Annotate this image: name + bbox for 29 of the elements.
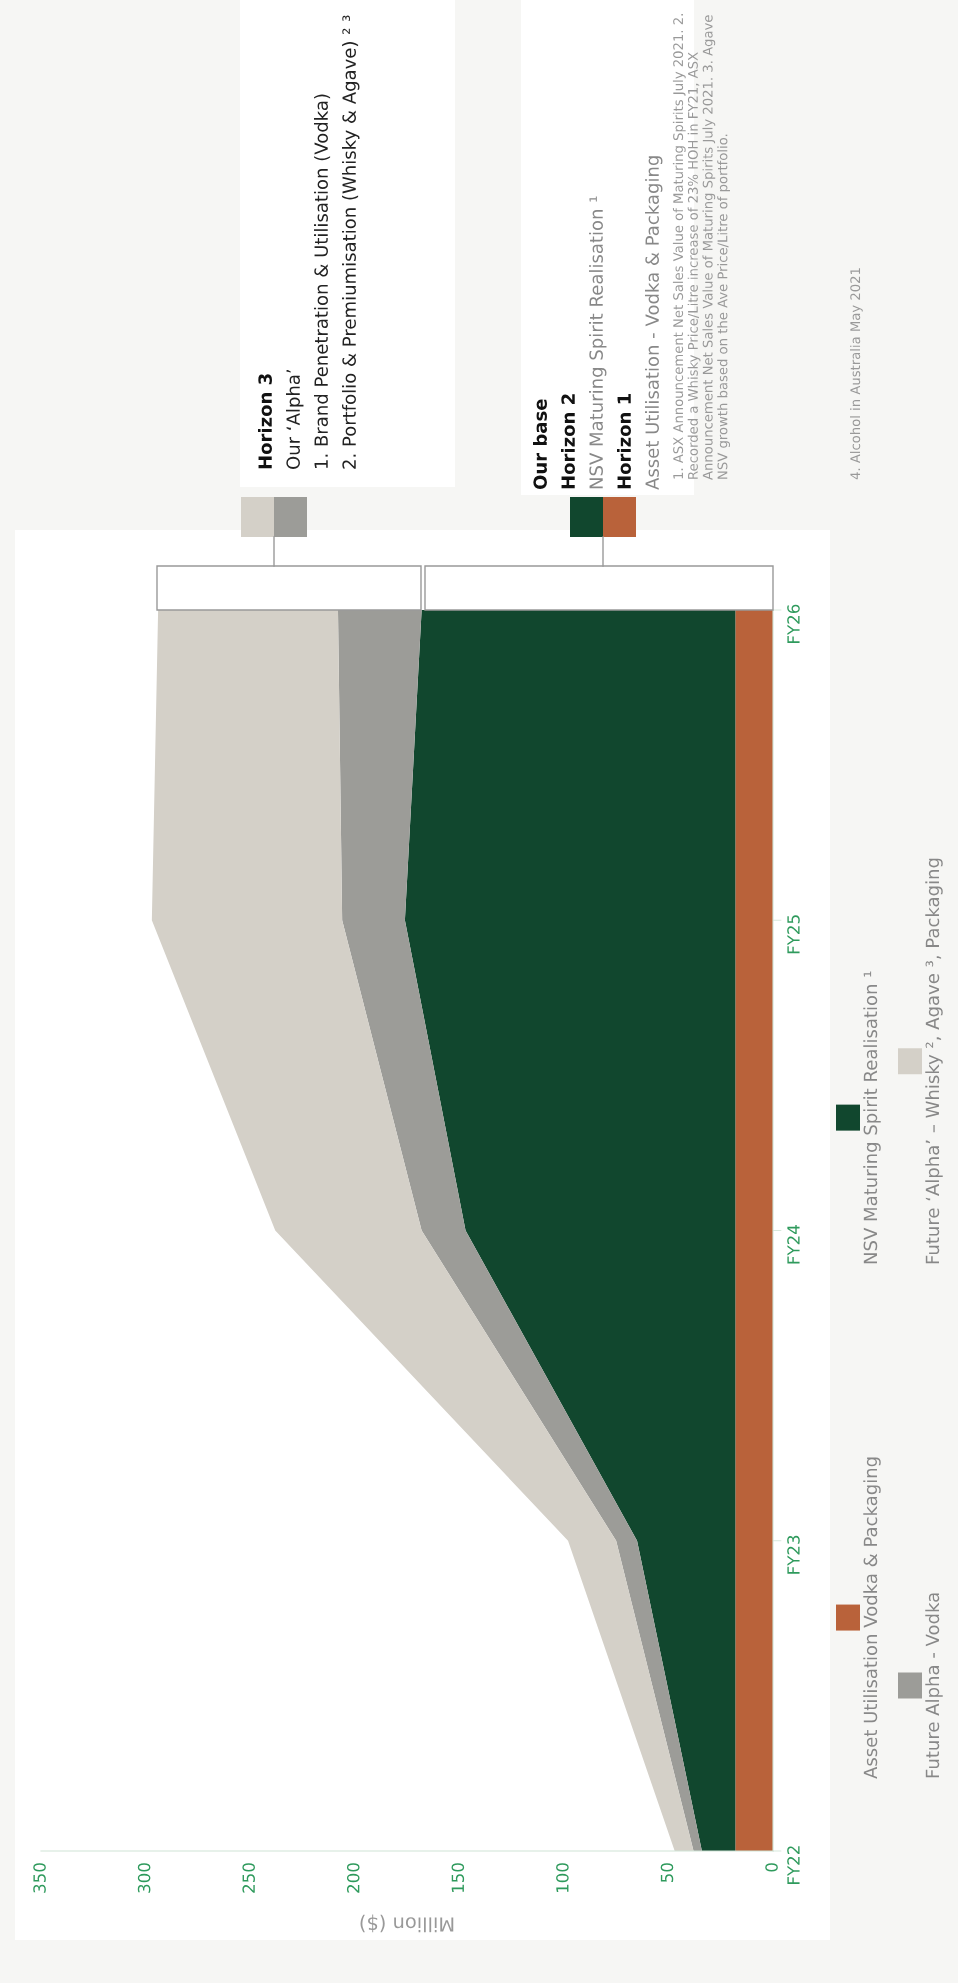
x-tick-label: 0 [765,1863,778,1872]
y-tick-label: FY26 [787,604,800,644]
x-tick-label: 100 [556,1863,569,1893]
legend-label: Asset Utilisation Vodka & Packaging [863,1457,881,1779]
y-tick-label: FY23 [787,1535,800,1574]
text: Our ‘Alpha’ [286,369,304,469]
x-tick-label: 250 [242,1863,255,1893]
text: Horizon 3 [258,374,272,469]
y-tick-label: FY25 [787,915,800,954]
y-tick-label: FY24 [787,1225,800,1264]
legend-label: Future Alpha - Vodka [925,1593,943,1778]
x-tick-label: 150 [451,1863,465,1893]
x-tick-label: 200 [346,1863,360,1893]
legend-label: Future ‘Alpha’ – Whisky ², Agave ³, Packaging [925,858,943,1264]
x-tick-label: 50 [660,1863,674,1883]
x-tick-label: 300 [137,1863,151,1893]
x-tick-label: 350 [33,1863,46,1893]
text: Asset Utilisation - Vodka & Packaging [645,156,663,490]
text: 1. Brand Penetration & Utilisation (Vodka) [314,94,331,469]
x-axis-title: Million ($) [360,1914,454,1933]
text: 4. Alcohol in Australia May 2021 [850,268,863,480]
text: 1. ASX Announcement Net Sales Value of Maturing Spirits July 2021. 2. Recorded a Whisky Price/Litre increase of 23% HOH in FY21, ASX Announcement Net Sales Value of Maturing Spirits July 2021. 3. Agave NSV growth based on the Ave Price/Litre of portfolio. [672,14,730,480]
text: NSV Maturing Spirit Realisation ¹ [589,196,607,489]
text: Horizon 1 [617,394,631,489]
y-tick-label: FY22 [787,1846,800,1885]
legend-label: NSV Maturing Spirit Realisation ¹ [863,971,881,1264]
text: 2. Portfolio & Premiumisation (Whisky & Agave) ² ³ [342,15,360,469]
text: Our base [533,399,547,490]
text: Horizon 2 [561,394,575,489]
